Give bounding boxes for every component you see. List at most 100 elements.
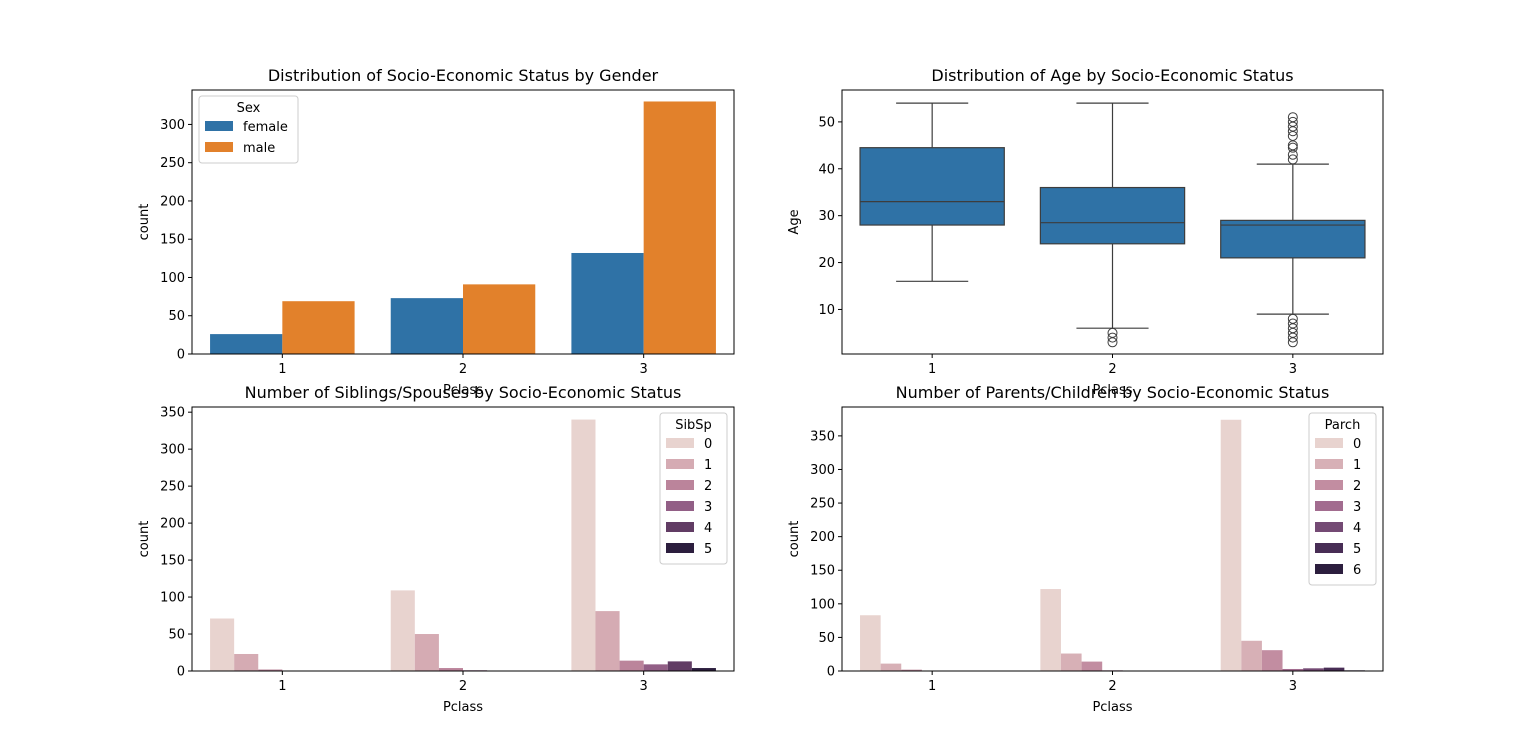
y-axis-label: count <box>137 204 152 241</box>
x-tick-label: 3 <box>1289 679 1297 694</box>
bar-0-2 <box>1040 589 1061 671</box>
y-tick-label: 50 <box>168 309 185 324</box>
legend-label: female <box>243 120 288 135</box>
outlier-point <box>1287 140 1298 151</box>
axes-frame <box>191 89 735 355</box>
bar-1-1 <box>880 663 902 671</box>
legend-swatch <box>666 501 694 511</box>
y-tick-label: 0 <box>177 665 185 680</box>
bar-male-1 <box>282 301 355 354</box>
y-tick-label: 350 <box>810 429 835 444</box>
y-axis-label: count <box>137 521 152 558</box>
y-tick-label: 200 <box>810 530 835 545</box>
bar-2-3 <box>619 660 644 671</box>
x-tick-label: 2 <box>459 679 467 694</box>
bar-female-2 <box>390 298 463 354</box>
legend: Parch 0 1 2 3 4 5 6 <box>1308 412 1377 586</box>
y-tick-label: 100 <box>810 597 835 612</box>
y-tick-label: 50 <box>818 115 835 130</box>
y-tick-label: 40 <box>818 162 835 177</box>
outlier-point <box>1287 313 1298 324</box>
bar-2-1 <box>901 669 922 671</box>
bar-1-1 <box>234 653 259 671</box>
y-axis-label: count <box>787 521 802 558</box>
legend: Sex female male <box>198 95 299 164</box>
bar-male-3 <box>643 101 716 354</box>
y-tick-label: 20 <box>818 256 835 271</box>
legend: SibSp 0 1 2 3 4 5 <box>659 412 728 565</box>
legend-swatch <box>666 480 694 490</box>
bar-0-1 <box>210 618 235 671</box>
y-tick-label: 150 <box>160 554 185 569</box>
legend-label: 2 <box>1353 479 1361 494</box>
y-tick-label: 50 <box>168 628 185 643</box>
x-axis-label: Pclass <box>443 383 483 398</box>
x-tick-label: 3 <box>1289 362 1297 377</box>
legend-swatch <box>1315 543 1343 553</box>
y-tick-label: 200 <box>160 194 185 209</box>
box-1 <box>859 147 1005 226</box>
chart-title: Distribution of Age by Socio-Economic St… <box>931 66 1293 85</box>
y-tick-label: 150 <box>160 233 185 248</box>
y-tick-label: 300 <box>160 118 185 133</box>
legend-swatch <box>1315 459 1343 469</box>
bar-0-3 <box>1220 419 1242 671</box>
bar-male-2 <box>463 284 536 354</box>
chart-1: Distribution of Socio-Economic Status by… <box>137 66 735 398</box>
bar-1-3 <box>595 611 620 671</box>
bar-1-3 <box>1241 640 1262 671</box>
chart-3: Number of Siblings/Spouses by Socio-Econ… <box>137 383 735 715</box>
y-tick-label: 300 <box>810 463 835 478</box>
y-tick-label: 250 <box>160 480 185 495</box>
x-tick-label: 3 <box>640 679 648 694</box>
chart-title: Distribution of Socio-Economic Status by… <box>268 66 659 85</box>
legend-swatch <box>1315 501 1343 511</box>
axes-frame <box>191 406 735 672</box>
box-2 <box>1039 186 1186 245</box>
y-tick-label: 300 <box>160 443 185 458</box>
y-tick-label: 100 <box>160 271 185 286</box>
x-tick-label: 1 <box>928 679 936 694</box>
outlier-point <box>1287 142 1298 153</box>
outlier-point <box>1107 327 1118 338</box>
x-tick-label: 3 <box>640 362 648 377</box>
bar-3-3 <box>643 664 668 671</box>
legend-swatch <box>666 522 694 532</box>
legend-label: 6 <box>1353 563 1361 578</box>
outlier-point <box>1287 116 1298 127</box>
bar-female-1 <box>210 334 283 354</box>
x-axis-label: Pclass <box>443 700 483 715</box>
x-tick-label: 2 <box>1108 679 1116 694</box>
y-tick-label: 0 <box>827 665 835 680</box>
legend-swatch <box>205 121 233 131</box>
y-tick-label: 250 <box>810 497 835 512</box>
bar-1-2 <box>1060 653 1082 671</box>
legend-box <box>1308 412 1377 586</box>
axes-frame <box>841 89 1384 355</box>
bar-1-2 <box>414 634 439 671</box>
legend-label: 1 <box>1353 458 1361 473</box>
y-tick-label: 100 <box>160 591 185 606</box>
outlier-point <box>1287 154 1298 165</box>
legend-swatch <box>1315 564 1343 574</box>
legend-label: 3 <box>704 500 712 515</box>
y-tick-label: 50 <box>818 631 835 646</box>
legend-label: 5 <box>1353 542 1361 557</box>
bar-2-2 <box>1081 661 1103 671</box>
legend-label: 4 <box>704 521 712 536</box>
x-tick-label: 1 <box>278 362 286 377</box>
axes-frame <box>841 406 1384 672</box>
bar-2-3 <box>1261 650 1283 671</box>
legend-title: SibSp <box>675 418 712 433</box>
legend-label: 4 <box>1353 521 1361 536</box>
bar-5-3 <box>1323 667 1345 671</box>
bar-2-1 <box>258 669 283 671</box>
y-tick-label: 10 <box>818 303 835 318</box>
legend-swatch <box>1315 480 1343 490</box>
y-tick-label: 150 <box>810 564 835 579</box>
bar-0-2 <box>390 590 415 671</box>
legend-title: Parch <box>1325 418 1361 433</box>
x-tick-label: 1 <box>278 679 286 694</box>
bar-female-3 <box>571 252 644 354</box>
y-tick-label: 250 <box>160 156 185 171</box>
